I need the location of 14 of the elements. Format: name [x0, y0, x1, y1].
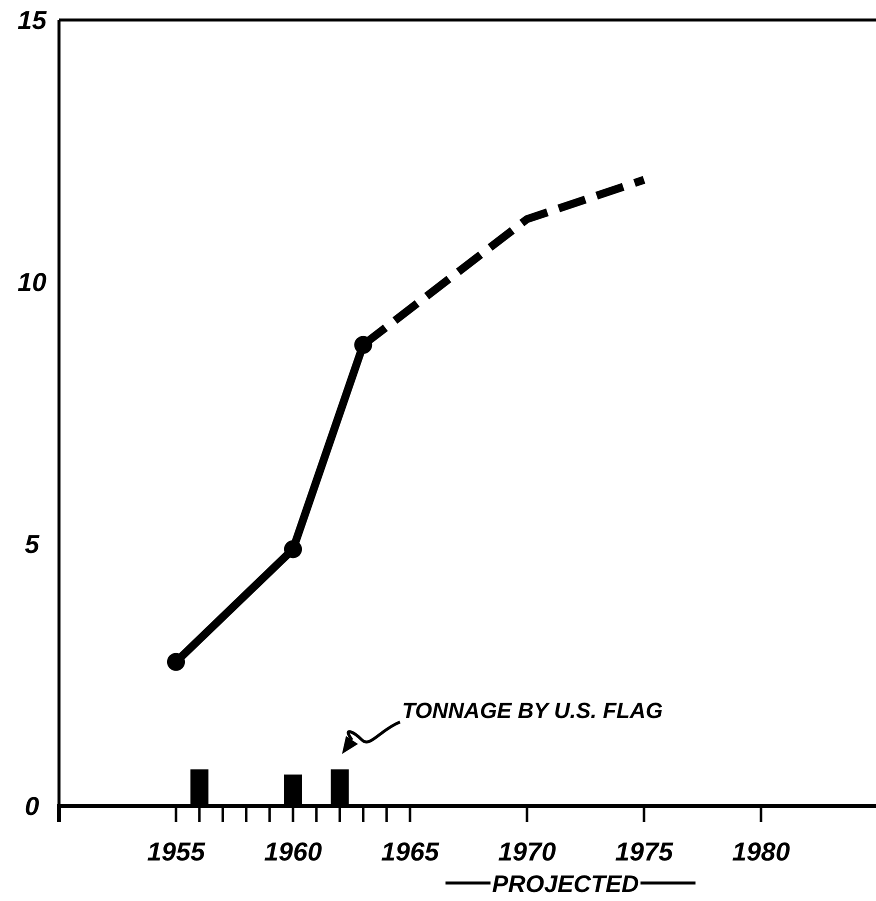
y-tick-label: 15 — [18, 5, 47, 35]
point — [167, 652, 185, 671]
point — [284, 540, 302, 558]
annotation: TONNAGE BY U.S. FLAG — [402, 698, 663, 723]
text: PROJECTED — [492, 871, 639, 898]
x-tick-label: 1970 — [498, 836, 556, 866]
y-tick-label: 10 — [18, 267, 47, 297]
x-tick-label: 1965 — [381, 836, 440, 866]
x-tick-label: 1955 — [147, 836, 206, 866]
x-tick-label: 1960 — [264, 836, 322, 866]
y-tick-label: 0 — [24, 791, 40, 821]
x-tick-label: 1975 — [615, 836, 674, 866]
y-tick-label: 5 — [24, 529, 40, 559]
x-tick-label: 1980 — [732, 836, 790, 866]
